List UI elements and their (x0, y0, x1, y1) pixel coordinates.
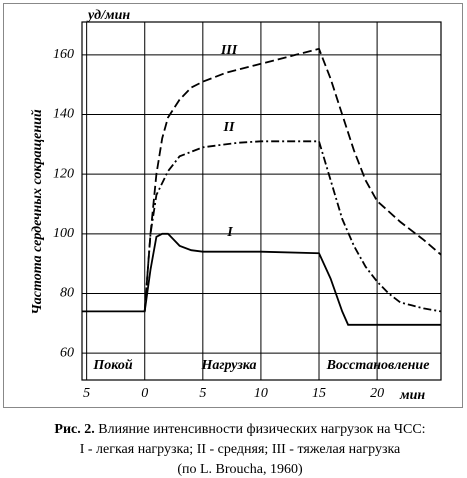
phase-label: Покой (92, 358, 132, 373)
x-tick-label: 20 (370, 386, 384, 401)
series-line (143, 140, 442, 313)
caption-text: Влияние интенсивности физических нагрузо… (98, 422, 425, 437)
phase-label: Нагрузка (200, 358, 256, 373)
y-unit: уд/мин (86, 8, 130, 23)
series-label: II (223, 120, 235, 135)
frame (3, 3, 463, 408)
x-tick-label: 5 (83, 386, 90, 401)
x-unit: мин (399, 388, 425, 403)
series-line (143, 47, 442, 312)
series-label: III (220, 43, 238, 58)
y-tick-label: 120 (53, 166, 74, 181)
caption-label: Рис. 2. (54, 422, 94, 437)
x-tick-label: 10 (254, 386, 268, 401)
caption-line: (по L. Broucha, 1960) (177, 462, 303, 477)
y-tick-label: 160 (53, 47, 74, 62)
x-tick-label: 0 (141, 386, 148, 401)
x-tick-label: 15 (312, 386, 326, 401)
y-axis-title: Частота сердечных сокращений (30, 109, 45, 315)
caption-line: I - легкая нагрузка; II - средняя; III -… (80, 442, 401, 457)
y-tick-label: 80 (60, 286, 74, 301)
y-tick-label: 140 (53, 107, 74, 122)
y-tick-label: 100 (53, 226, 74, 241)
y-tick-label: 60 (60, 345, 74, 360)
plot-area (81, 21, 442, 381)
x-tick-label: 5 (199, 386, 206, 401)
caption-line: Рис. 2. Влияние интенсивности физических… (54, 422, 425, 437)
series-line (82, 232, 441, 326)
series-label: I (226, 225, 233, 240)
